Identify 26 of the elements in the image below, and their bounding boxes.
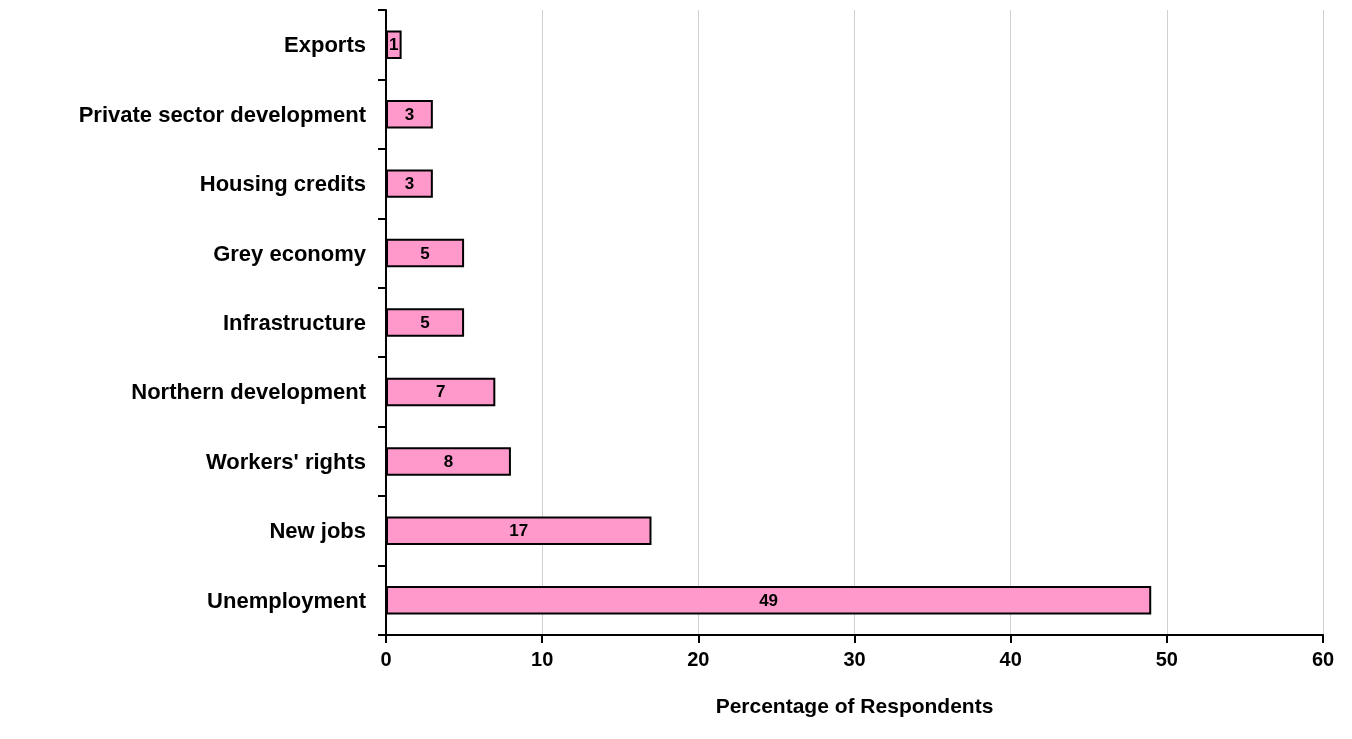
data-label: 3 [404,174,415,194]
y-tick-label: Housing credits [199,171,366,197]
y-tick-label: Infrastructure [222,310,366,335]
y-tick-label: Workers' rights [205,448,366,474]
y-tick-label: Exports [284,32,366,58]
x-tick-label: 0 [380,648,392,670]
data-label: 49 [759,590,779,610]
x-tick-label: 60 [1311,648,1335,670]
x-tick-label: 10 [531,648,554,670]
x-axis-title: Percentage of Respondents [715,694,994,717]
y-tick-label: Northern development [131,379,367,405]
x-tick-label: 20 [687,648,710,670]
x-tick-label: 40 [999,648,1022,670]
y-tick-label: Private sector development [78,101,367,127]
data-label: 8 [443,451,454,471]
x-tick-label: 50 [1155,648,1178,670]
data-label: 17 [509,521,529,541]
y-tick-label: Grey economy [213,240,367,266]
data-label: 5 [420,243,430,263]
data-label: 1 [389,35,399,55]
y-tick-label: Unemployment [207,587,367,613]
data-label: 7 [435,382,446,402]
y-tick-label: New jobs [269,518,366,544]
data-label: 3 [404,104,415,124]
data-label: 5 [420,313,430,332]
x-tick-label: 30 [843,648,866,670]
